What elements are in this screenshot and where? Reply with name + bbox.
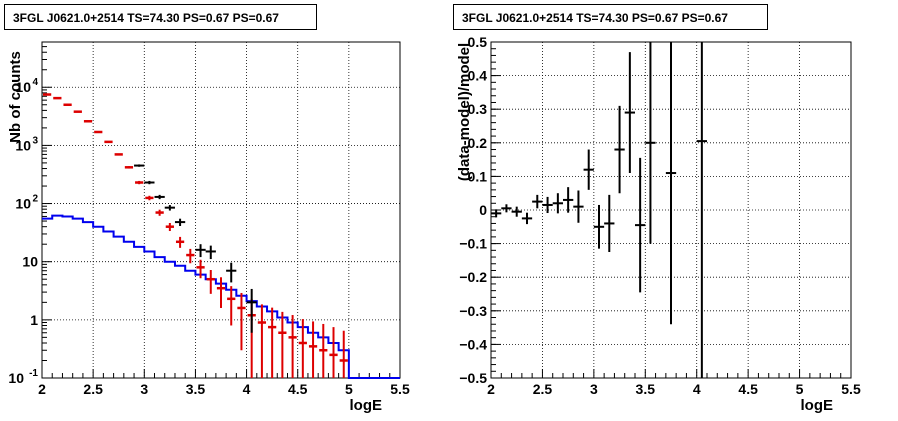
y-tick-label: −0.1 <box>459 236 487 252</box>
x-tick-label: 3 <box>140 381 148 397</box>
x-tick-label: 2 <box>38 381 46 397</box>
y-tick-label: 1 <box>30 312 38 328</box>
x-tick-label: 3 <box>590 381 598 397</box>
y-tick-label: 0.3 <box>468 101 488 117</box>
y-tick-label: 10 <box>15 137 31 153</box>
x-tick-label: 4.5 <box>738 381 758 397</box>
y-tick-label: 10 <box>15 79 31 95</box>
x-tick-label: 5.5 <box>841 381 861 397</box>
y-tick-label: −0.5 <box>459 370 487 386</box>
y-tick-exponent: -1 <box>29 368 38 379</box>
y-tick-label: −0.3 <box>459 303 487 319</box>
right-residual-panel: 2 2.5 3 3.5 4 4.5 5 5.5 logE −0.5 −0.4 −0.3 −0.2 −0.1… <box>456 34 861 414</box>
x-tick-label: 3.5 <box>636 381 656 397</box>
right-chart-title: 3FGL J0621.0+2514 TS=74.30 PS=0.67 PS=0.… <box>453 4 768 30</box>
left-chart-title: 3FGL J0621.0+2514 TS=74.30 PS=0.67 PS=0.… <box>4 4 317 30</box>
x-tick-label: 4 <box>693 381 701 397</box>
y-tick-label: 10 <box>22 254 38 270</box>
x-axis-label: logE <box>801 397 834 414</box>
x-tick-label: 5.5 <box>390 381 410 397</box>
x-tick-label: 4 <box>243 381 251 397</box>
y-tick-label: 0.4 <box>468 68 488 84</box>
y-tick-label: 10 <box>8 370 24 386</box>
y-tick-label: 10 <box>15 196 31 212</box>
x-tick-label: 3.5 <box>186 381 206 397</box>
x-tick-label: 5 <box>345 381 353 397</box>
x-tick-label: 2.5 <box>83 381 103 397</box>
x-tick-label: 5 <box>796 381 804 397</box>
y-tick-label: −0.2 <box>459 269 487 285</box>
y-axis-label: Nb of counts <box>7 51 24 143</box>
y-tick-exponent: 3 <box>32 135 38 146</box>
y-axis-label: (data-model)/model <box>456 43 473 181</box>
plot-area <box>42 42 400 378</box>
y-tick-label: 0.1 <box>468 168 488 184</box>
x-axis-label: logE <box>350 397 383 414</box>
residual-points <box>491 42 707 378</box>
y-tick-label: −0.4 <box>459 336 487 352</box>
y-tick-label: 0 <box>479 202 487 218</box>
y-tick-label: 0.5 <box>468 34 488 50</box>
y-tick-label: 0.2 <box>468 135 488 151</box>
x-tick-label: 2 <box>487 381 495 397</box>
plot-frame <box>41 41 401 379</box>
y-tick-exponent: 2 <box>32 194 38 205</box>
x-tick-label: 2.5 <box>533 381 553 397</box>
x-tick-label: 4.5 <box>288 381 308 397</box>
y-tick-exponent: 4 <box>32 77 38 88</box>
